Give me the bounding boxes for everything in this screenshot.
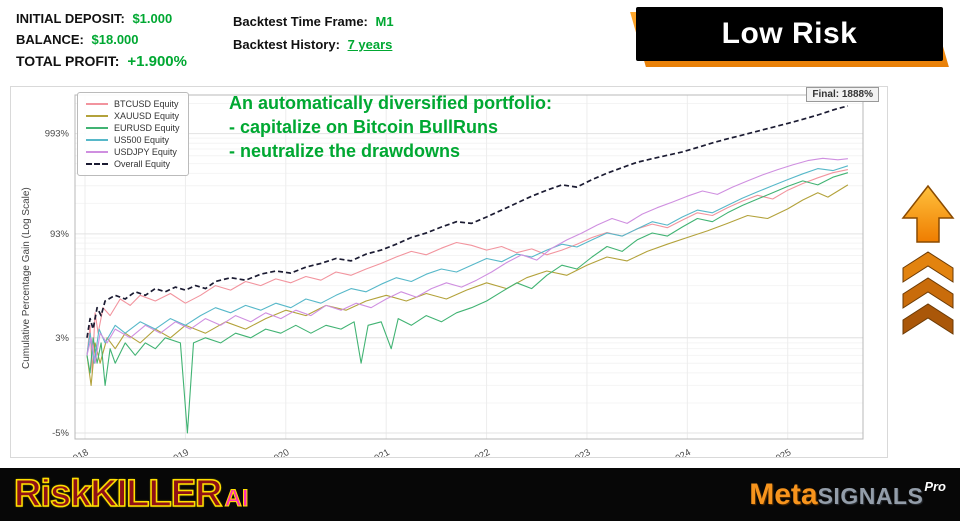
up-trend-arrow-icon	[901, 184, 955, 335]
series-xauusd-equity	[86, 184, 849, 386]
y-tick-label: 93%	[50, 229, 70, 240]
chart-annotation: An automatically diversified portfolio: …	[229, 91, 552, 163]
series-overall-equity	[86, 105, 849, 338]
risk-level-badge: Low Risk	[630, 7, 949, 67]
backtest-label: Backtest History:	[233, 37, 340, 52]
stat-label: BALANCE:	[16, 32, 84, 47]
x-tick-label: 2018	[67, 447, 91, 457]
backtest-label: Backtest Time Frame:	[233, 14, 368, 29]
stat-total-profit: TOTAL PROFIT: +1.900%	[16, 50, 187, 73]
backtest-value: M1	[375, 14, 394, 29]
legend-label: USDJPY Equity	[114, 147, 177, 157]
x-tick-label: 2023	[569, 447, 593, 457]
backtest-info: Backtest Time Frame: M1 Backtest History…	[233, 10, 394, 56]
y-axis-label: Cumulative Percentage Gain (Log Scale)	[21, 187, 32, 369]
stat-value: +1.900%	[127, 53, 187, 70]
chart-svg: 2018 2019 2020 2021 2022 2023 2024 2025 993% 93% 3…	[45, 94, 864, 457]
series-us500-equity	[86, 165, 849, 364]
legend-line-swatch	[86, 139, 108, 141]
x-tick-label: 2020	[267, 447, 291, 457]
series-eurusd-equity	[86, 172, 849, 434]
metasignals-logo-pro: Pro	[924, 478, 946, 494]
legend-item: EURUSD Equity	[86, 122, 180, 134]
x-tick-label: 2024	[669, 447, 693, 457]
metasignals-logo-signals: SIGNALS	[817, 482, 924, 509]
risk-badge-label: Low Risk	[721, 17, 858, 50]
annotation-line: An automatically diversified portfolio:	[229, 93, 553, 113]
legend-item: Overall Equity	[86, 158, 180, 170]
legend-label: US500 Equity	[114, 135, 170, 145]
legend-label: XAUUSD Equity	[114, 111, 180, 121]
stat-value: $18.000	[91, 32, 139, 47]
legend-item: BTCUSD Equity	[86, 98, 180, 110]
legend-label: Overall Equity	[114, 159, 171, 169]
backtest-timeframe: Backtest Time Frame: M1	[233, 10, 394, 33]
chart-legend: BTCUSD Equity XAUUSD Equity EURUSD Equity U…	[77, 92, 189, 176]
plot-frame	[74, 94, 864, 440]
x-tick-label: 2019	[167, 447, 191, 457]
legend-line-swatch	[86, 115, 108, 117]
equity-chart-panel: 2018 2019 2020 2021 2022 2023 2024 2025 993% 93% 3…	[10, 86, 888, 458]
risk-badge-box: Low Risk	[636, 7, 943, 61]
header: INITIAL DEPOSIT: $1.000 BALANCE: $18.000…	[0, 0, 960, 84]
metasignals-logo-meta: Meta	[749, 477, 818, 511]
legend-label: BTCUSD Equity	[114, 99, 179, 109]
stat-initial-deposit: INITIAL DEPOSIT: $1.000	[16, 8, 187, 29]
legend-line-swatch	[86, 127, 108, 129]
metasignals-logo: Meta SIGNALS Pro	[749, 478, 946, 512]
legend-item: US500 Equity	[86, 134, 180, 146]
account-stats: INITIAL DEPOSIT: $1.000 BALANCE: $18.000…	[16, 8, 187, 73]
riskkiller-logo-text: RiskKILLER	[13, 472, 223, 516]
series-usdjpy-equity	[86, 157, 848, 364]
x-tick-label: 2022	[468, 447, 492, 457]
stat-label: TOTAL PROFIT:	[16, 53, 120, 69]
footer-bar: RiskKILLER AI Meta SIGNALS Pro	[0, 468, 960, 521]
legend-line-swatch	[86, 151, 108, 153]
backtest-history: Backtest History: 7 years	[233, 33, 394, 56]
backtest-history-link[interactable]: 7 years	[347, 37, 393, 52]
annotation-line: - neutralize the drawdowns	[229, 141, 461, 161]
legend-line-swatch	[86, 163, 108, 165]
stat-label: INITIAL DEPOSIT:	[16, 11, 125, 26]
final-value-badge: Final: 1888%	[806, 87, 879, 102]
riskkiller-logo: RiskKILLER AI	[13, 472, 249, 516]
stat-value: $1.000	[132, 11, 173, 26]
series-btcusd-equity	[86, 169, 849, 374]
stat-balance: BALANCE: $18.000	[16, 29, 187, 50]
x-tick-label: 2025	[769, 447, 793, 457]
riskkiller-logo-ai: AI	[224, 485, 249, 513]
y-tick-label: 993%	[45, 129, 70, 140]
y-tick-label: 3%	[55, 333, 69, 344]
legend-item: XAUUSD Equity	[86, 110, 180, 122]
annotation-line: - capitalize on Bitcoin BullRuns	[229, 117, 499, 137]
legend-line-swatch	[86, 103, 108, 105]
legend-item: USDJPY Equity	[86, 146, 180, 158]
legend-label: EURUSD Equity	[114, 123, 180, 133]
y-tick-label: -5%	[52, 428, 69, 439]
x-tick-label: 2021	[368, 447, 392, 457]
